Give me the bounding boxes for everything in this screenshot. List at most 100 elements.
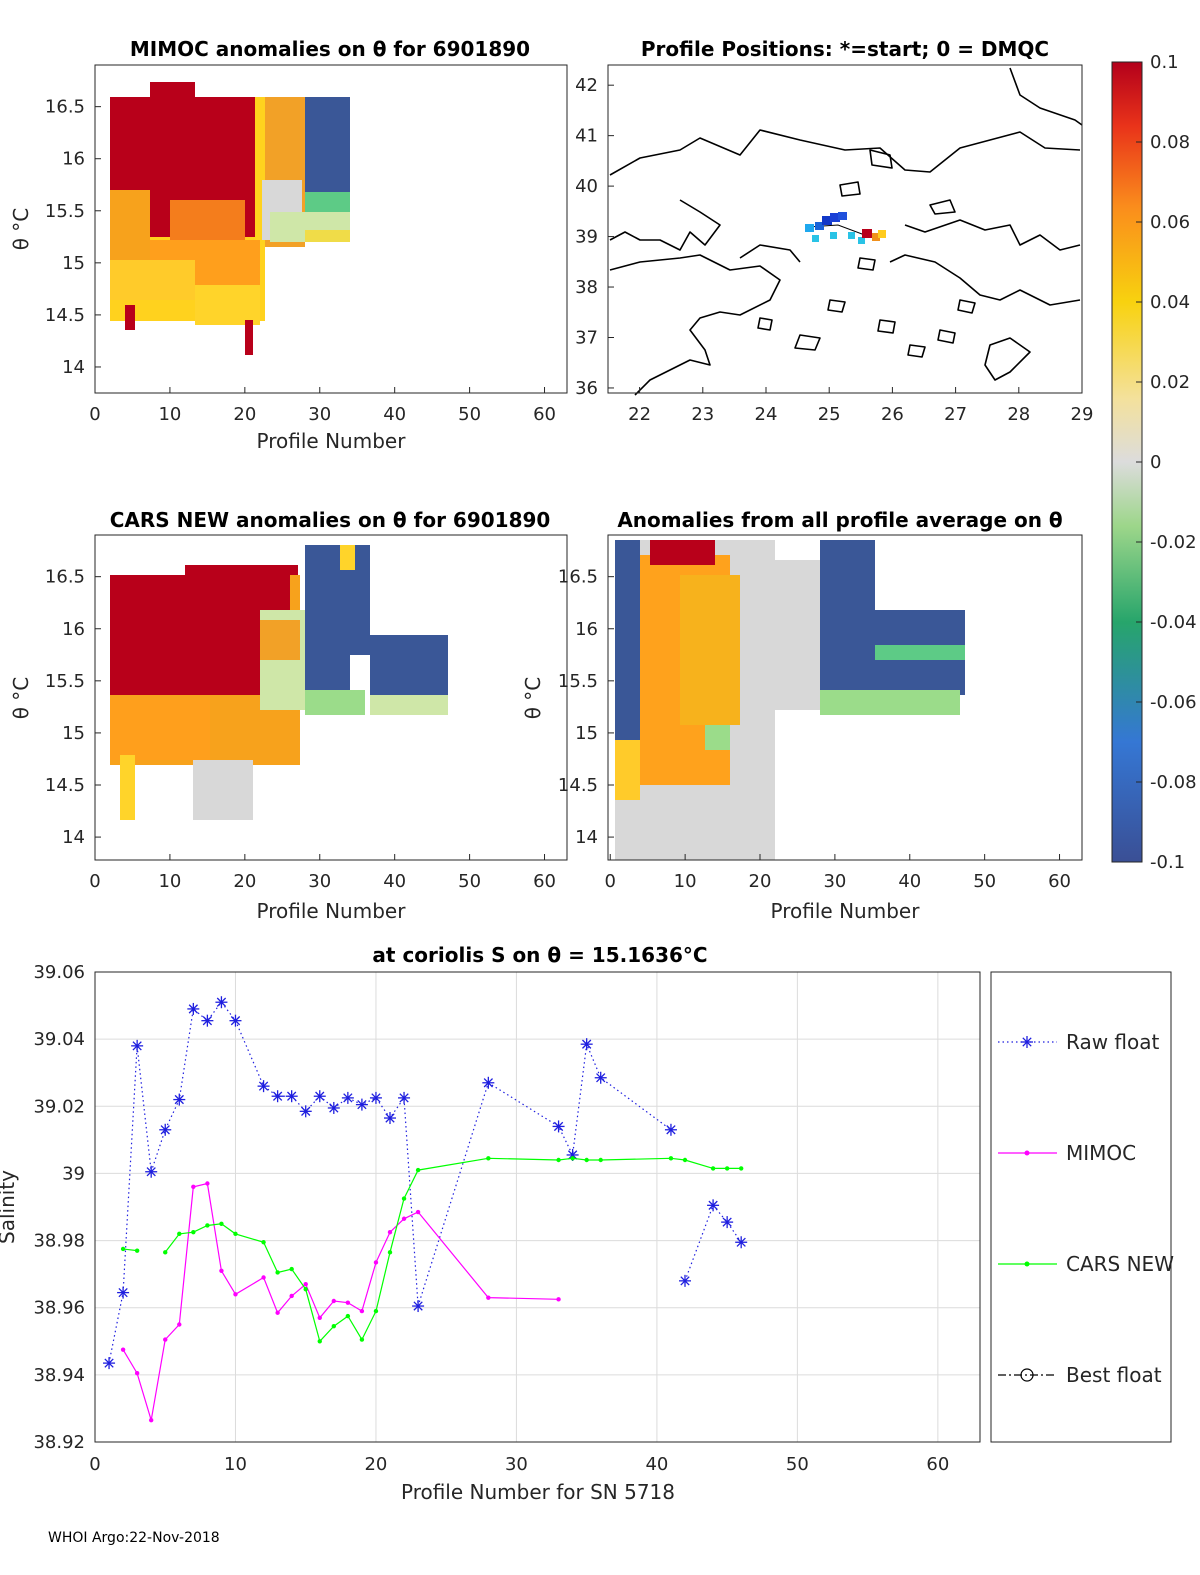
data-point-raw-float — [187, 1002, 200, 1015]
chart-ytick-label: 39 — [62, 1163, 85, 1184]
data-point-cars-new — [584, 1157, 589, 1163]
float-track — [805, 212, 886, 244]
cars-xtick-label: 10 — [158, 871, 181, 892]
avg-ylabel: θ °C — [521, 677, 545, 720]
data-point-cars-new — [401, 1196, 407, 1201]
avg-ytick-label: 14 — [575, 827, 598, 848]
data-point-raw-float — [412, 1300, 425, 1313]
series-line-raw-float — [684, 1204, 742, 1282]
data-point-cars-new — [415, 1167, 421, 1173]
mimoc-xtick-label: 30 — [308, 404, 331, 425]
cars-ytick-label: 15.5 — [45, 671, 85, 692]
data-point-mimoc — [387, 1229, 393, 1235]
map-xtick-label: 24 — [755, 404, 778, 425]
mimoc-xtick-label: 40 — [383, 404, 406, 425]
mimoc-xtick-label: 50 — [458, 404, 481, 425]
cars-heatmap — [110, 545, 448, 820]
data-point-mimoc — [359, 1308, 365, 1314]
chart-xtick-label: 30 — [505, 1454, 528, 1475]
legend-label-best-float: Best float — [1066, 1363, 1162, 1387]
mimoc-xtick-label: 0 — [89, 404, 100, 425]
colorbar-tick-label: -0.02 — [1150, 532, 1197, 553]
data-point-mimoc — [120, 1347, 126, 1352]
data-point-cars-new — [191, 1229, 196, 1235]
data-point-cars-new — [598, 1157, 603, 1163]
data-point-cars-new — [134, 1248, 140, 1253]
chart-xtick-label: 60 — [926, 1454, 949, 1475]
series-mimoc — [120, 1181, 561, 1423]
map-panel: Profile Positions: *=start; 0 = DMQC — [575, 37, 1093, 425]
avg-heatmap — [615, 540, 965, 860]
mimoc-ytick-label: 15 — [62, 253, 85, 274]
coastline — [609, 67, 1083, 396]
mimoc-xtick-label: 20 — [233, 404, 256, 425]
legend-marker-best-float — [1020, 1368, 1034, 1382]
data-point-cars-new — [317, 1339, 322, 1344]
cars-ylabel: θ °C — [9, 677, 33, 720]
salinity-chart: at coriolis S on θ = 15.1636°C 0 10 20 30 40… — [0, 943, 1174, 1504]
data-point-raw-float — [271, 1090, 284, 1103]
chart-ytick-label: 38.94 — [33, 1365, 85, 1386]
data-point-cars-new — [331, 1323, 337, 1329]
data-point-mimoc — [289, 1293, 294, 1299]
legend-label-raw-float: Raw float — [1066, 1030, 1160, 1054]
data-point-cars-new — [303, 1287, 308, 1292]
series-raw-float — [103, 996, 748, 1370]
avg-xtick-label: 20 — [749, 871, 772, 892]
chart-axes — [94, 971, 981, 1443]
colorbar-tick-label: -0.04 — [1150, 612, 1197, 633]
avg-xtick-label: 0 — [605, 871, 616, 892]
series-line-cars-new — [123, 1248, 138, 1252]
mimoc-title: MIMOC anomalies on θ for 6901890 — [130, 37, 530, 61]
chart-xlabel: Profile Number for SN 5718 — [401, 1480, 675, 1504]
data-point-cars-new — [668, 1156, 674, 1161]
data-point-raw-float — [131, 1039, 144, 1052]
legend-item-raw-float: Raw float — [998, 1030, 1160, 1054]
data-point-raw-float — [229, 1014, 242, 1027]
data-point-raw-float — [285, 1090, 298, 1103]
cars-xtick-label: 40 — [383, 871, 406, 892]
chart-legend: Raw float MIMOC CARS NEW Best float — [990, 971, 1174, 1443]
data-point-raw-float — [103, 1357, 116, 1370]
cars-xtick-label: 20 — [233, 871, 256, 892]
mimoc-panel: MIMOC anomalies on θ for 6901890 0 10 20 30… — [9, 37, 568, 453]
data-point-raw-float — [355, 1098, 368, 1111]
map-ytick-label: 41 — [575, 126, 598, 147]
avg-xtick-label: 10 — [674, 871, 697, 892]
data-point-mimoc — [345, 1300, 351, 1305]
map-axes — [607, 64, 1083, 394]
data-point-raw-float — [145, 1165, 158, 1178]
avg-ytick-label: 15 — [575, 723, 598, 744]
mimoc-ytick-label: 14 — [62, 357, 85, 378]
avg-title: Anomalies from all profile average on θ — [617, 508, 1062, 532]
data-point-mimoc — [415, 1209, 421, 1215]
mimoc-axes — [94, 64, 568, 394]
cars-xtick-label: 50 — [458, 871, 481, 892]
data-point-mimoc — [261, 1275, 266, 1280]
map-ytick-label: 39 — [575, 227, 598, 248]
data-point-cars-new — [486, 1156, 491, 1161]
colorbar-tick-label: -0.08 — [1150, 772, 1197, 793]
map-xtick-label: 22 — [628, 404, 651, 425]
chart-ytick-label: 38.92 — [33, 1432, 85, 1453]
mimoc-heatmap — [110, 82, 350, 355]
series-cars-new — [120, 1156, 744, 1344]
data-point-raw-float — [117, 1286, 130, 1299]
data-point-raw-float — [159, 1123, 172, 1136]
data-point-cars-new — [120, 1246, 126, 1252]
data-point-mimoc — [205, 1181, 210, 1186]
colorbar-tick-label: 0.06 — [1150, 212, 1190, 233]
data-point-raw-float — [679, 1274, 691, 1287]
data-point-cars-new — [163, 1250, 168, 1255]
data-point-cars-new — [289, 1266, 294, 1272]
cars-ytick-label: 16.5 — [45, 567, 85, 588]
cars-xlabel: Profile Number — [257, 899, 407, 923]
avg-xtick-label: 30 — [823, 871, 846, 892]
chart-xtick-label: 0 — [89, 1454, 100, 1475]
chart-title: at coriolis S on θ = 15.1636°C — [372, 943, 707, 967]
mimoc-xtick-label: 10 — [158, 404, 181, 425]
data-point-cars-new — [556, 1157, 561, 1163]
cars-ytick-label: 14.5 — [45, 775, 85, 796]
avg-axes — [607, 534, 1083, 861]
